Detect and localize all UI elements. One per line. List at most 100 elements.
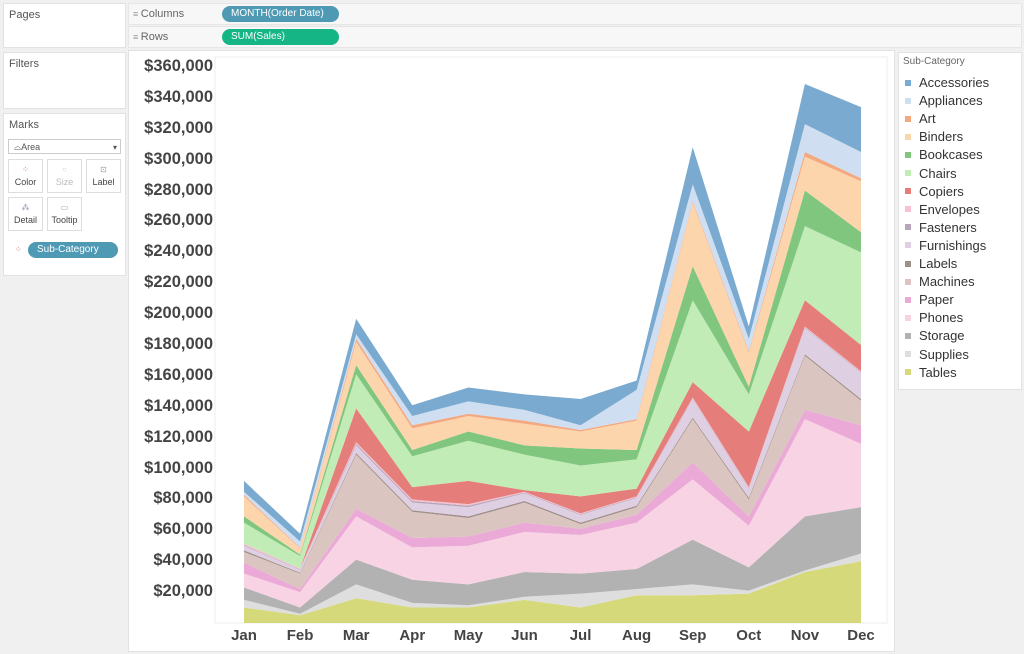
label-button[interactable]: ⊡ Label [86,159,121,193]
y-tick-label: $120,000 [144,427,213,446]
legend-label: Fasteners [919,219,977,235]
legend-item-copiers[interactable]: Copiers [905,183,964,201]
legend-item-appliances[interactable]: Appliances [905,92,983,110]
y-axis: $20,000 $40,000 $60,000 $80,000 $100,000 $120… [120,0,213,654]
legend-label: Supplies [919,346,969,362]
color-label: Color [14,177,37,187]
mark-type-value: Area [21,142,41,152]
y-tick-label: $340,000 [144,87,213,106]
y-tick-label: $140,000 [144,396,213,415]
chart-panel [128,50,895,652]
legend-swatch [905,351,911,358]
legend-item-storage[interactable]: Storage [905,327,965,345]
legend-swatch [905,79,911,86]
y-tick-label: $180,000 [144,335,213,353]
rows-shelf[interactable]: Rows SUM(Sales) [128,26,1022,48]
pages-panel[interactable]: Pages [3,3,126,48]
legend-swatch [905,115,911,122]
legend-swatch [905,314,911,321]
sub-category-pill-label: Sub-Category [37,244,99,255]
legend-label: Storage [919,328,965,344]
legend-label: Art [919,111,936,127]
legend-swatch [905,97,911,104]
y-tick-label: $260,000 [144,211,213,230]
filters-title: Filters [9,58,39,70]
legend-swatch [905,369,911,376]
legend-item-furnishings[interactable]: Furnishings [905,237,986,255]
legend-item-envelopes[interactable]: Envelopes [905,201,980,219]
chevron-down-icon: ▾ [112,143,117,152]
legend-item-supplies[interactable]: Supplies [905,346,969,364]
legend-item-machines[interactable]: Machines [905,273,975,291]
detail-icon: ⁂ [21,203,30,212]
tooltip-button[interactable]: ▭ Tooltip [47,197,82,231]
legend-swatch [905,224,911,231]
color-button[interactable]: ⁘ Color [8,159,43,193]
columns-shelf[interactable]: Columns MONTH(Order Date) [128,3,1022,25]
legend-item-accessories[interactable]: Accessories [905,74,989,92]
legend-label: Accessories [919,75,990,90]
legend-label: Labels [919,256,958,271]
filters-panel[interactable]: Filters [3,52,126,109]
label-icon: ⊡ [100,165,107,174]
y-tick-label: $160,000 [144,365,213,384]
legend-item-binders[interactable]: Binders [905,128,963,146]
rows-pill[interactable]: SUM(Sales) [222,29,339,45]
legend-swatch [905,332,911,339]
marks-title: Marks [9,119,39,131]
x-tick-label: Sep [678,627,707,644]
legend-label: Chairs [919,165,957,181]
x-tick-label: Nov [790,627,820,644]
sub-category-pill[interactable]: Sub-Category [28,242,118,258]
legend-item-chairs[interactable]: Chairs [905,165,957,183]
legend-item-labels[interactable]: Labels [905,255,957,273]
legend-swatch [905,296,911,303]
color-icon: ⁘ [22,165,29,174]
size-button[interactable]: ○ Size [47,159,82,193]
mark-type-select[interactable]: ⌓Area ▾ [8,139,121,154]
legend-item-paper[interactable]: Paper [905,291,954,309]
y-tick-label: $240,000 [144,242,213,261]
columns-pill-label: MONTH(Order Date) [231,8,324,19]
legend-item-art[interactable]: Art [905,110,936,128]
legend-item-tables[interactable]: Tables [905,364,957,382]
y-tick-label: $200,000 [144,304,213,323]
size-label: Size [55,177,74,187]
area-icon: ⌓ [14,142,22,152]
legend-item-phones[interactable]: Phones [905,309,963,327]
y-tick-label: $100,000 [144,458,213,477]
legend-item-fasteners[interactable]: Fasteners [905,219,977,237]
columns-label: Columns [133,8,184,20]
y-tick-label: $300,000 [144,149,213,168]
detail-button[interactable]: ⁂ Detail [8,197,43,231]
x-tick-label: Apr [399,627,426,644]
legend-label: Furnishings [919,237,987,253]
legend-item-bookcases[interactable]: Bookcases [905,146,983,164]
legend-label: Bookcases [919,147,983,163]
rows-label: Rows [133,31,169,43]
y-tick-label: $80,000 [153,489,213,508]
pages-title: Pages [9,9,41,21]
marks-panel: Marks ⌓Area ▾ ⁘ Color ○ Size ⊡ Label ⁂ Detai… [3,113,126,276]
legend-label: Paper [919,292,954,308]
label-label: Label [92,177,115,187]
y-tick-label: $40,000 [153,551,213,570]
size-icon: ○ [62,165,67,174]
x-tick-label: Jan [231,627,257,644]
y-tick-label: $280,000 [144,180,213,199]
x-tick-label: Oct [736,627,762,644]
legend-swatch [905,242,911,249]
legend-swatch [905,170,911,177]
detail-label: Detail [13,215,37,225]
columns-pill[interactable]: MONTH(Order Date) [222,6,339,22]
legend-swatch [905,188,911,195]
legend-label: Tables [919,364,957,380]
x-tick-label: Feb [286,627,314,644]
legend-swatch [905,206,911,213]
legend-label: Machines [919,274,975,290]
legend-label: Copiers [919,183,964,199]
legend-swatch [905,260,911,267]
y-tick-label: $20,000 [153,582,213,601]
x-tick-label: Jul [569,627,592,644]
legend-swatch [905,151,911,158]
